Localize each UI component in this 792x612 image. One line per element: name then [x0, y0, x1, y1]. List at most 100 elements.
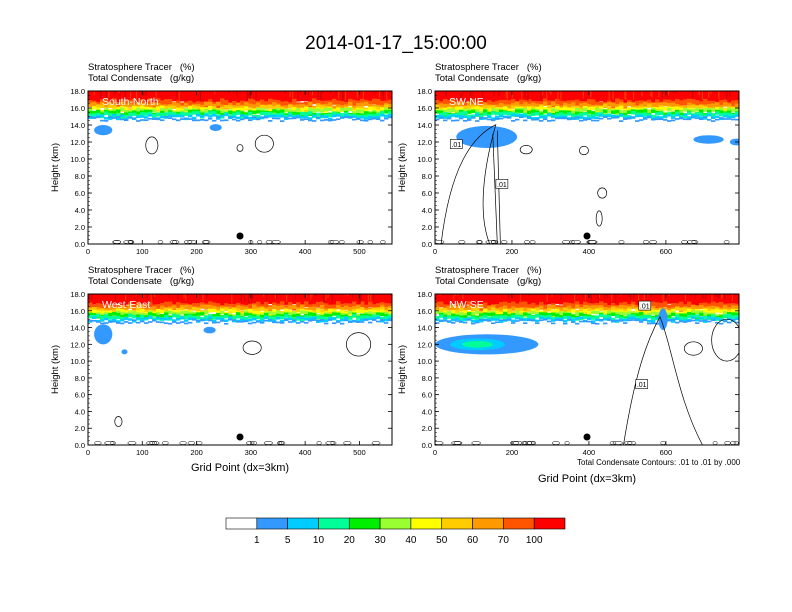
- tracer-cell: [515, 294, 520, 308]
- tracer-cell: [124, 112, 129, 116]
- tracer-cell: [108, 316, 113, 320]
- tracer-cell: [88, 113, 93, 118]
- tracer-cell: [184, 304, 189, 309]
- tracer-cell: [575, 107, 580, 112]
- tracer-cell: [703, 117, 708, 120]
- tracer-cell: [523, 318, 528, 321]
- tracer-streak: [362, 91, 365, 100]
- tracer-cell: [723, 112, 728, 116]
- tracer-cell: [292, 117, 297, 120]
- tracer-streak: [307, 91, 310, 98]
- tracer-intrusion: [94, 324, 113, 345]
- tracer-cell: [619, 91, 624, 103]
- tracer-cell: [683, 310, 688, 315]
- tracer-cell: [268, 319, 273, 321]
- tracer-cell: [623, 294, 628, 304]
- tracer-cell: [699, 304, 704, 310]
- tracer-cell: [256, 311, 261, 315]
- tracer-cell: [344, 112, 349, 116]
- tracer-streak: [690, 294, 692, 296]
- tracer-cell: [240, 100, 245, 107]
- tracer-cell: [655, 107, 660, 111]
- tracer-cell: [639, 114, 644, 118]
- x-tick-label: 200: [190, 448, 203, 457]
- tracer-cell: [268, 294, 273, 304]
- tracer-streak: [367, 294, 370, 301]
- tracer-cell: [479, 116, 484, 119]
- tracer-cell: [455, 119, 460, 122]
- tracer-cell: [495, 116, 500, 119]
- tracer-cell: [132, 311, 137, 315]
- tracer-cell: [595, 322, 600, 325]
- tracer-cell: [132, 303, 137, 310]
- tracer-cell: [248, 310, 253, 314]
- tracer-cell: [344, 316, 349, 320]
- tracer-cell: [88, 308, 93, 312]
- tracer-cell: [360, 321, 365, 323]
- tracer-cell: [216, 116, 221, 118]
- tracer-streak: [323, 294, 325, 303]
- tracer-cell: [112, 105, 117, 109]
- tracer-cell: [615, 98, 620, 105]
- tracer-cell: [559, 117, 564, 120]
- tracer-cell: [244, 106, 249, 110]
- tracer-cell: [236, 116, 241, 120]
- tracer-streak: [608, 91, 610, 101]
- tracer-cell: [523, 294, 528, 308]
- condensate-contour: [519, 145, 533, 155]
- tracer-cell: [248, 303, 253, 310]
- header-condensate: Total Condensate (g/kg): [88, 276, 195, 287]
- tracer-cell: [380, 320, 385, 323]
- tracer-cell: [308, 111, 313, 115]
- tracer-cell: [443, 116, 448, 119]
- tracer-cell: [487, 115, 492, 119]
- tracer-cell: [663, 91, 668, 104]
- tracer-cell: [316, 319, 321, 322]
- tracer-cell: [136, 102, 141, 108]
- tracer-cell: [515, 316, 520, 320]
- tracer-streak: [628, 294, 630, 297]
- y-tick-label: 6.0: [422, 391, 432, 400]
- tracer-cell: [184, 103, 189, 108]
- tracer-cell: [284, 116, 289, 119]
- tracer-cell: [603, 116, 608, 118]
- tracer-cell: [300, 316, 305, 320]
- tracer-cell: [711, 116, 716, 119]
- tracer-cell: [256, 110, 261, 114]
- tracer-cell: [443, 119, 448, 122]
- tracer-cell: [511, 294, 516, 307]
- tracer-cell: [715, 102, 720, 107]
- tracer-cell: [124, 109, 129, 114]
- tracer-cell: [439, 314, 444, 318]
- tracer-cell: [507, 317, 512, 320]
- tracer-cell: [451, 98, 456, 105]
- tracer-cell: [208, 102, 213, 107]
- tracer-cell: [248, 313, 253, 317]
- tracer-cell: [475, 113, 480, 117]
- tracer-cell: [212, 103, 217, 109]
- tracer-cell: [368, 118, 373, 121]
- tracer-cell: [671, 112, 676, 116]
- tracer-cell: [571, 309, 576, 313]
- tracer-cell: [627, 91, 632, 104]
- tracer-cell: [88, 110, 93, 115]
- tracer-cell: [296, 112, 301, 116]
- tracer-cell: [136, 314, 141, 318]
- tracer-cell: [312, 114, 317, 117]
- tracer-cell: [232, 108, 237, 112]
- tracer-cell: [104, 317, 109, 321]
- tracer-streak: [454, 294, 457, 296]
- tracer-cell: [523, 322, 528, 324]
- tracer-cell: [124, 114, 129, 119]
- tracer-cell: [152, 102, 157, 107]
- tracer-cell: [523, 119, 528, 122]
- tracer-cell: [308, 101, 313, 106]
- y-tick-label: 18.0: [417, 290, 432, 299]
- tracer-cell: [288, 321, 293, 323]
- tracer-cell: [96, 91, 101, 105]
- tracer-cell: [599, 108, 604, 113]
- tracer-cell: [563, 91, 568, 102]
- tracer-cell: [467, 114, 472, 119]
- tracer-cell: [535, 311, 540, 316]
- tracer-cell: [356, 113, 361, 117]
